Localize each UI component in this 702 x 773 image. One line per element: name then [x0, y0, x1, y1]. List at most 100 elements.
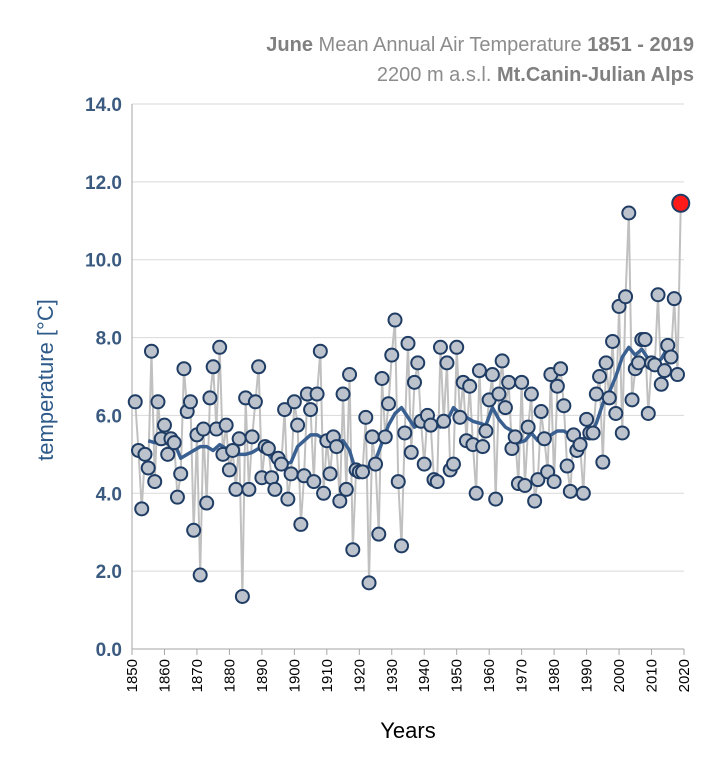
highlight-point-2019	[671, 193, 691, 213]
data-point	[322, 466, 338, 482]
data-point	[218, 417, 234, 433]
data-point	[303, 402, 319, 418]
data-point	[332, 493, 348, 509]
data-point	[410, 355, 426, 371]
data-point	[595, 454, 611, 470]
data-point	[614, 425, 630, 441]
data-point	[618, 289, 634, 305]
data-point	[221, 462, 237, 478]
data-point	[527, 493, 543, 509]
data-point	[471, 363, 487, 379]
data-point	[377, 429, 393, 445]
data-point	[244, 429, 260, 445]
data-point	[598, 355, 614, 371]
data-point	[488, 491, 504, 507]
x-tick-label: 1910	[319, 659, 336, 692]
data-point	[134, 501, 150, 517]
data-point	[192, 567, 208, 583]
data-point	[592, 369, 608, 384]
data-point	[640, 405, 656, 421]
data-point	[452, 409, 468, 425]
data-point	[670, 367, 686, 383]
x-tick-label: 1970	[514, 659, 531, 692]
data-point	[588, 386, 604, 402]
y-tick-label: 10.0	[85, 251, 122, 272]
data-point	[497, 400, 513, 416]
data-point	[338, 481, 354, 497]
data-point	[309, 386, 325, 402]
data-point	[390, 474, 406, 490]
data-point	[491, 386, 507, 402]
data-point	[137, 446, 153, 462]
data-point	[335, 386, 351, 402]
data-point	[562, 483, 578, 499]
data-point	[202, 390, 218, 406]
y-tick-label: 8.0	[96, 329, 122, 350]
data-point	[572, 437, 588, 453]
y-tick-labels: 0.0 2.0 4.0 6.0 8.0 10.0 12.0 14.0	[85, 95, 122, 661]
x-tick-label: 1850	[124, 659, 141, 692]
data-point	[199, 495, 215, 511]
annual-markers	[127, 193, 691, 604]
data-point	[143, 343, 159, 359]
data-point	[182, 394, 198, 410]
data-point	[631, 355, 647, 371]
data-point	[234, 588, 250, 604]
x-tick-label: 1890	[254, 659, 271, 692]
data-point	[247, 394, 263, 410]
x-tick-label: 1880	[221, 659, 238, 692]
data-point	[345, 542, 361, 558]
data-point	[205, 359, 221, 375]
data-point	[530, 472, 546, 488]
title-description: Mean Annual Air Temperature	[312, 34, 588, 56]
data-point	[273, 456, 289, 472]
data-point	[549, 378, 565, 394]
data-point	[140, 460, 156, 476]
title-location: Mt.Canin-Julian Alps	[496, 64, 694, 86]
x-tick-label: 1980	[546, 659, 563, 692]
data-point	[286, 394, 302, 410]
data-point	[329, 439, 345, 455]
data-point	[501, 374, 517, 390]
x-tick-label: 2010	[644, 659, 661, 692]
data-point	[416, 456, 432, 472]
data-point	[579, 411, 595, 427]
title-period: 1851 - 2019	[587, 34, 694, 56]
y-tick-label: 0.0	[96, 640, 122, 661]
data-point	[374, 370, 390, 386]
x-tick-label: 1860	[156, 659, 173, 692]
x-tick-label: 1920	[351, 659, 368, 692]
data-point	[384, 347, 400, 363]
x-tick-label: 1960	[481, 659, 498, 692]
data-point	[371, 526, 387, 542]
data-point	[608, 405, 624, 421]
data-point	[624, 392, 640, 408]
data-point	[403, 444, 419, 460]
data-point	[306, 474, 322, 490]
data-point	[166, 435, 182, 451]
data-point	[195, 421, 211, 437]
y-tick-label: 12.0	[85, 173, 122, 194]
data-point	[536, 431, 552, 447]
data-point	[381, 396, 397, 412]
x-tick-label: 1990	[579, 659, 596, 692]
data-point	[523, 386, 539, 402]
data-point	[127, 394, 143, 410]
data-point	[147, 474, 163, 490]
data-point	[637, 332, 653, 348]
data-point	[251, 359, 267, 375]
data-point	[653, 376, 669, 392]
data-point	[553, 361, 569, 377]
data-point	[429, 474, 445, 490]
data-point	[169, 489, 185, 505]
data-point	[231, 431, 247, 447]
data-point	[650, 287, 666, 303]
data-point	[173, 466, 189, 482]
y-axis-label: temperature [°C]	[33, 299, 58, 461]
data-point	[316, 485, 332, 501]
data-point	[517, 478, 533, 493]
chart-title: June Mean Annual Air Temperature 1851 - …	[266, 30, 694, 90]
data-point	[397, 425, 413, 441]
data-point	[546, 474, 562, 490]
